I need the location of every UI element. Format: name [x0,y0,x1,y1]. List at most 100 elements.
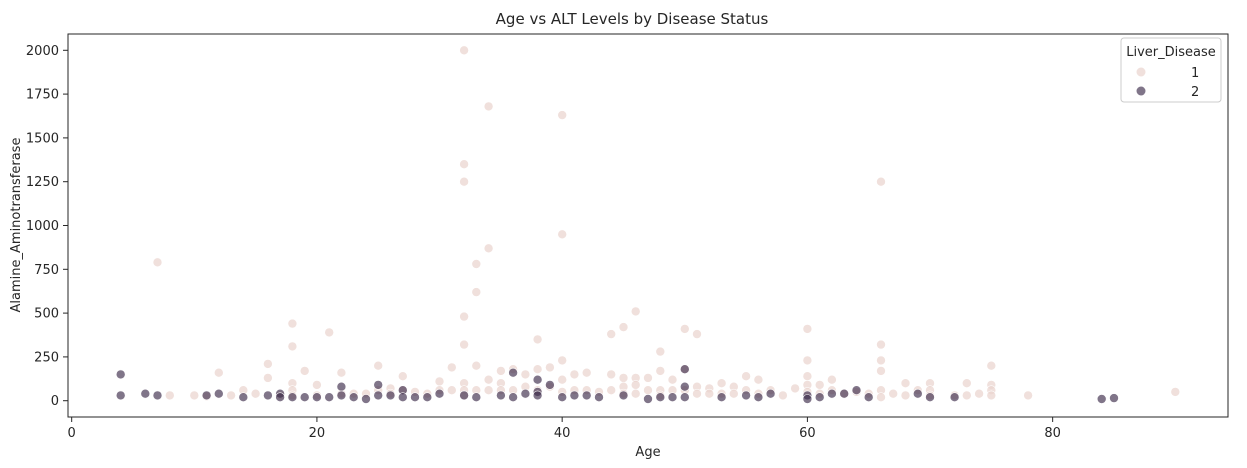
point-series-1-69 [569,369,580,380]
point-series-2-62 [1109,393,1119,403]
point-series-1-111 [790,383,800,394]
point-series-2-10 [287,392,298,403]
x-axis: 0 20 40 60 80 [68,417,1061,441]
point-series-1-36 [459,45,469,56]
point-series-1-17 [312,380,322,390]
point-series-1-125 [876,339,886,350]
point-series-1-24 [373,360,384,371]
point-series-2-12 [312,392,322,403]
point-series-2-7 [263,390,273,401]
point-series-1-64 [557,110,568,120]
point-series-1-71 [581,367,592,378]
point-series-1-91 [667,374,678,385]
point-series-1-77 [618,322,629,332]
legend-label-2: 2 [1191,85,1199,100]
point-series-1-93 [679,324,690,334]
point-series-1-59 [532,334,543,345]
point-series-1-67 [557,374,568,385]
x-tick-label-60: 60 [799,426,816,441]
point-series-2-48 [741,390,751,401]
point-series-1-107 [753,374,764,385]
y-axis: 0 250 500 750 1000 1250 1500 1750 2000 [26,44,68,409]
point-series-1-85 [643,373,653,383]
point-series-2-59 [925,392,935,403]
point-series-2-26 [459,390,469,401]
point-series-2-58 [912,388,923,399]
point-series-2-23 [410,392,420,403]
point-series-1-126 [876,355,886,366]
point-series-2-46 [679,392,690,403]
point-series-1-39 [459,311,469,322]
point-series-1-37 [459,159,469,169]
point-series-1-100 [704,388,715,399]
y-tick-label-500: 500 [34,307,59,322]
y-tick-label-2000: 2000 [26,44,59,59]
point-series-1-110 [778,390,788,401]
point-series-1-12 [287,341,298,352]
y-tick-label-1250: 1250 [26,175,59,190]
point-series-1-2 [189,390,200,401]
point-series-2-52 [802,394,813,404]
point-series-1-127 [876,366,886,376]
point-series-1-48 [483,101,494,112]
point-series-1-104 [728,388,739,399]
legend-title: Liver_Disease [1126,45,1216,60]
point-series-2-29 [508,367,518,378]
point-series-2-43 [667,392,678,403]
point-series-1-34 [446,362,457,373]
point-series-2-44 [679,364,690,375]
point-series-2-32 [532,374,543,385]
point-series-2-45 [679,381,690,392]
y-tick-label-750: 750 [34,263,59,278]
point-series-1-124 [876,176,886,187]
x-tick-label-40: 40 [554,426,571,441]
y-tick-label-1750: 1750 [26,88,59,103]
y-tick-label-1000: 1000 [26,219,59,234]
point-series-1-74 [606,329,617,339]
point-series-2-41 [643,394,653,404]
point-series-1-65 [557,229,568,240]
point-series-1-19 [324,327,335,338]
point-series-1-20 [336,367,347,378]
point-series-1-40 [459,339,469,350]
point-series-2-27 [471,392,482,403]
point-series-1-146 [1170,387,1181,397]
point-series-1-76 [606,385,617,396]
point-series-2-40 [618,390,629,401]
point-series-2-13 [324,392,335,403]
y-tick-label-0: 0 [51,394,59,409]
point-series-1-4 [214,367,224,378]
points-layer [115,45,1181,404]
point-series-2-38 [581,390,592,401]
point-series-1-129 [876,392,886,403]
point-series-1-113 [802,355,813,366]
y-tick-label-1500: 1500 [26,131,59,146]
point-series-1-50 [483,374,494,385]
point-series-1-114 [802,371,813,382]
point-series-2-36 [557,392,568,403]
point-series-2-28 [496,390,506,401]
point-series-2-15 [336,390,347,401]
point-series-1-35 [446,385,457,396]
point-series-1-46 [471,360,482,371]
point-series-2-31 [520,388,531,399]
point-series-1-28 [397,371,408,382]
y-axis-label: Alamine_Aminotransferase [9,138,24,313]
x-axis-label: Age [635,445,660,460]
point-series-1-62 [545,362,555,373]
point-series-1-140 [974,388,984,399]
point-series-2-39 [594,392,604,403]
point-series-1-96 [692,329,702,339]
point-series-2-9 [275,392,285,403]
point-series-1-138 [961,378,972,389]
plot-frame [67,33,1229,418]
point-series-2-24 [422,392,433,403]
point-series-1-75 [606,369,617,380]
point-series-1-130 [888,388,899,399]
point-series-2-19 [373,390,384,401]
point-series-1-88 [655,366,666,376]
point-series-2-53 [814,392,825,403]
point-series-2-57 [863,392,874,403]
point-series-2-5 [214,388,224,399]
